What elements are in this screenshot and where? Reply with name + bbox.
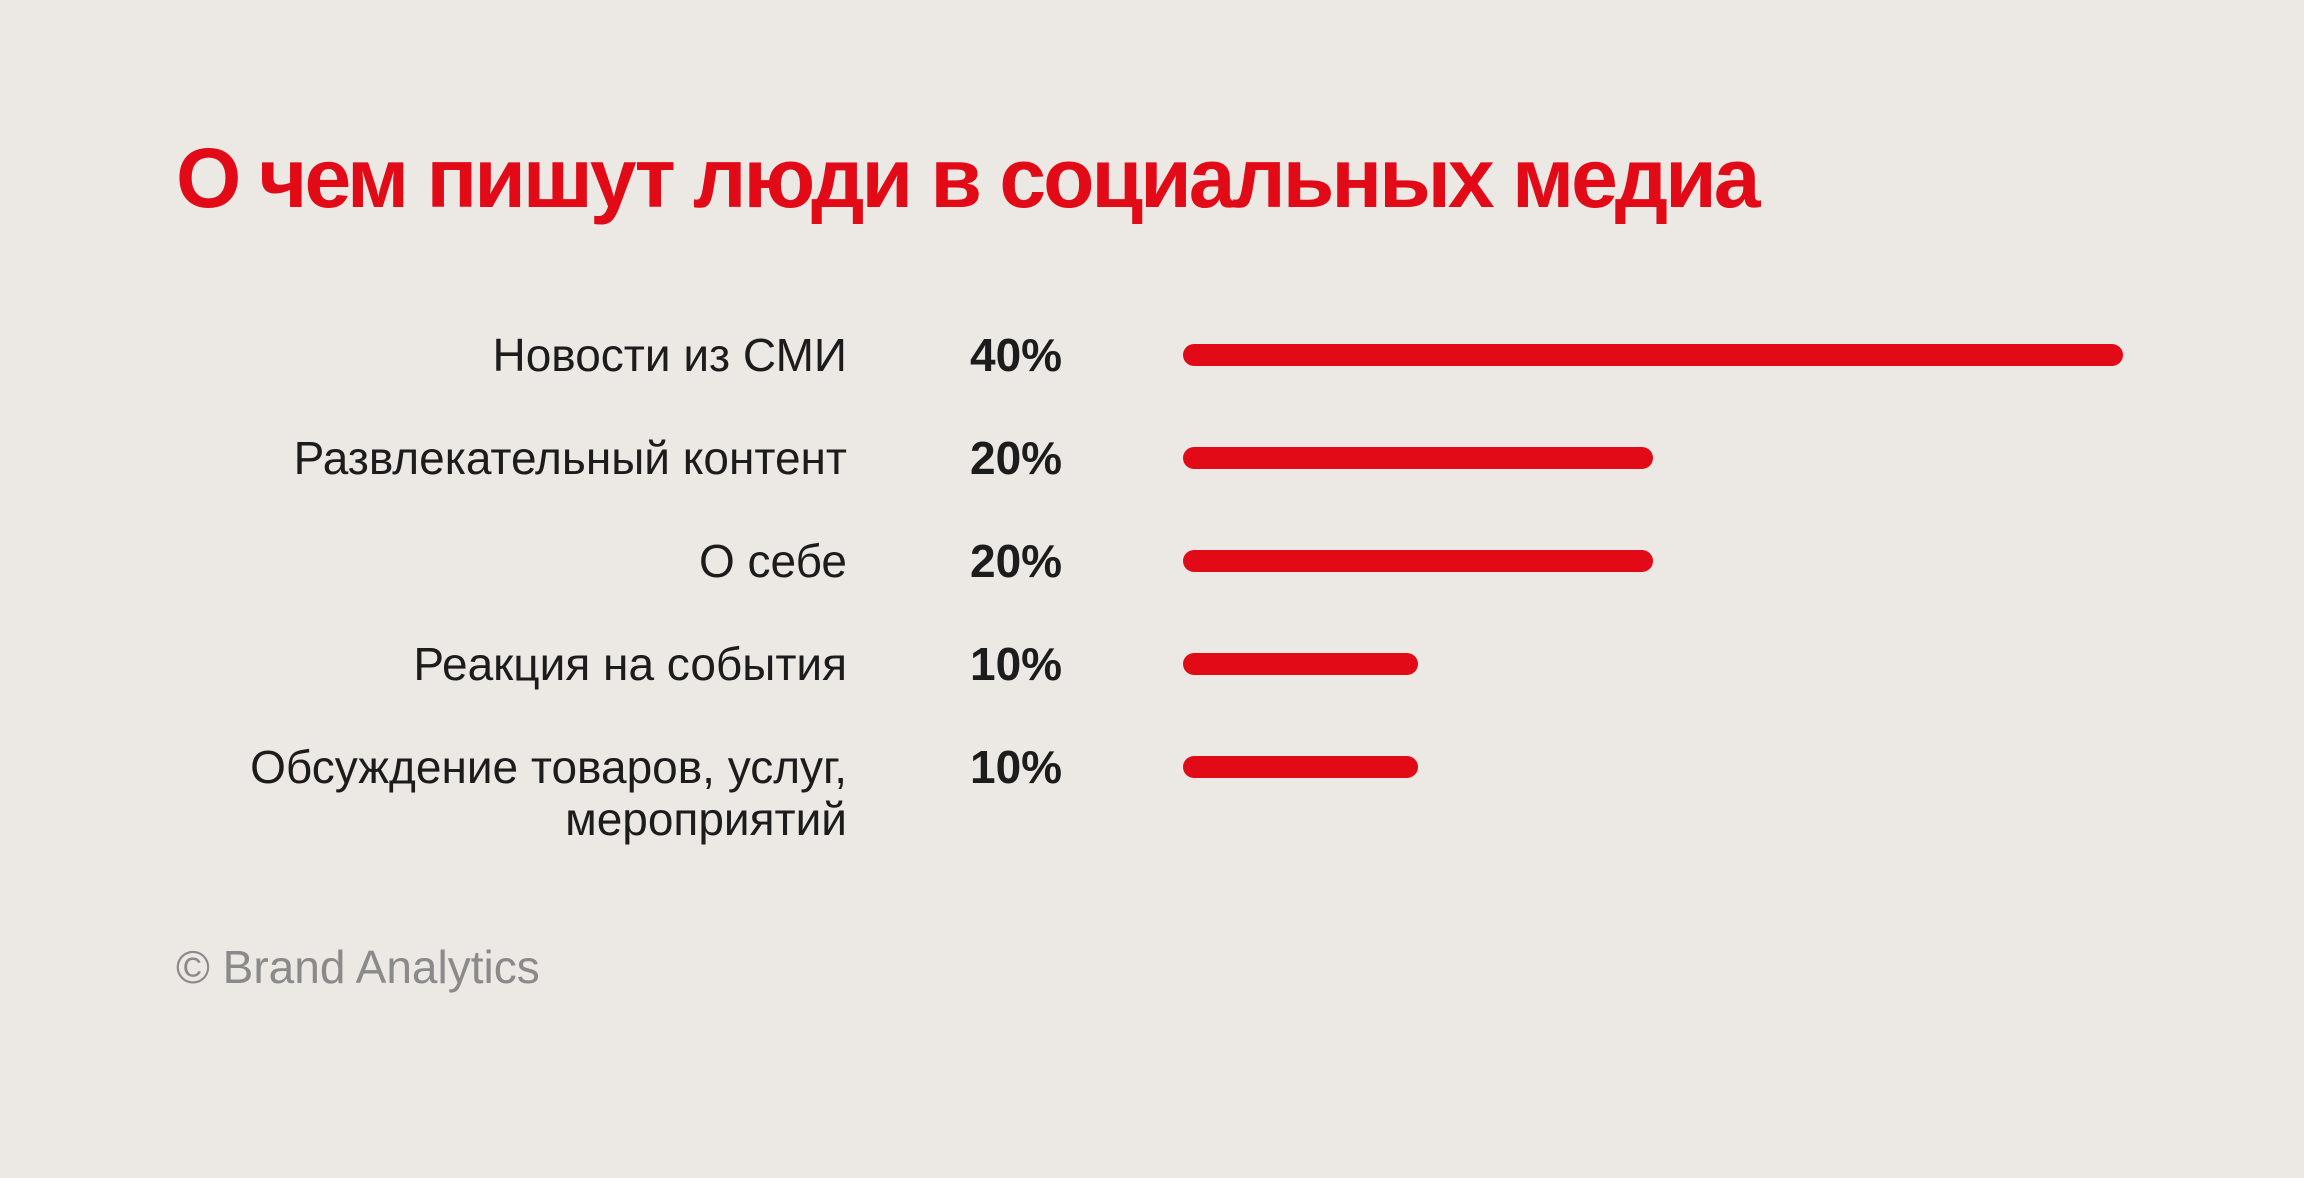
category-label: Обсуждение товаров, услуг, мероприятий [250,741,847,845]
category-label: Развлекательный контент [294,432,847,484]
value-label: 20% [970,432,1062,484]
value-label: 10% [970,638,1062,690]
category-label-line: Развлекательный контент [294,432,847,484]
category-label-line: О себе [699,535,847,587]
category-label-line: мероприятий [565,793,847,845]
source-credit: © Brand Analytics [176,941,540,993]
category-label: О себе [699,535,847,587]
category-label-line: Реакция на события [413,638,847,690]
bar [1183,447,1653,469]
chart-title: О чем пишут люди в социальных медиа [176,131,1760,225]
value-label: 20% [970,535,1062,587]
category-label: Новости из СМИ [492,329,847,381]
category-label-line: Обсуждение товаров, услуг, [250,741,847,793]
bar [1183,550,1653,572]
category-label-line: Новости из СМИ [492,329,847,381]
value-label: 40% [970,329,1062,381]
bar [1183,653,1418,675]
bar [1183,344,2123,366]
bar [1183,756,1418,778]
category-label: Реакция на события [413,638,847,690]
value-label: 10% [970,741,1062,793]
